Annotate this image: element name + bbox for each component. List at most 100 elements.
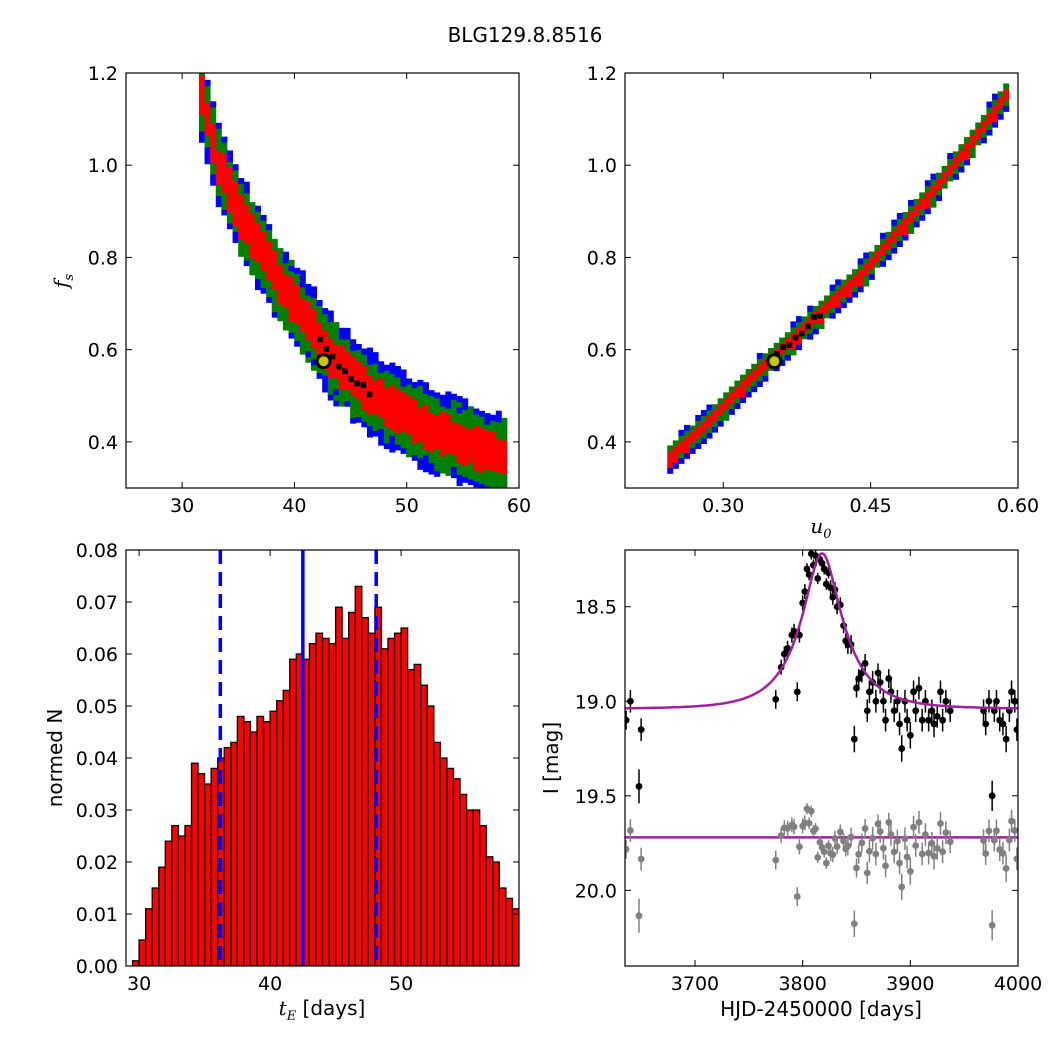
heat-cell bbox=[484, 424, 491, 431]
heat-cell bbox=[344, 333, 351, 340]
heat-cell bbox=[288, 310, 295, 317]
heat-cell bbox=[473, 442, 480, 449]
heat-cell bbox=[450, 404, 457, 411]
heat-cell bbox=[294, 323, 301, 330]
histogram-bar bbox=[361, 616, 369, 966]
heat-cell bbox=[361, 370, 368, 377]
heat-cell bbox=[288, 265, 295, 272]
heat-cell bbox=[896, 218, 903, 225]
residual-point bbox=[812, 825, 819, 833]
heat-cell bbox=[672, 440, 679, 447]
heat-cell bbox=[484, 418, 491, 425]
heat-cell bbox=[824, 301, 831, 308]
heat-cell bbox=[406, 395, 413, 402]
heat-cell bbox=[964, 142, 971, 149]
data-point bbox=[937, 688, 944, 696]
heat-cell bbox=[930, 184, 937, 191]
heat-cell bbox=[215, 150, 222, 157]
heat-cell bbox=[210, 151, 217, 158]
heat-cell bbox=[896, 224, 903, 231]
heat-cell bbox=[678, 446, 685, 453]
heat-cell bbox=[204, 79, 211, 86]
heat-cell bbox=[975, 133, 982, 140]
y-tick-label: 1.0 bbox=[587, 155, 617, 177]
heat-cell bbox=[260, 214, 267, 221]
y-tick-label: 20.0 bbox=[575, 880, 617, 902]
residual-point bbox=[1005, 836, 1013, 844]
data-point bbox=[790, 627, 798, 635]
heat-cell bbox=[232, 169, 239, 176]
heat-cell bbox=[473, 436, 480, 443]
heat-cell bbox=[439, 439, 446, 446]
heat-cell bbox=[740, 380, 747, 387]
panel-tE-fs: 30 40 50 60 0.4 0.6 0.8 1.0 1.2 fs bbox=[49, 63, 531, 517]
heat-cell bbox=[706, 426, 713, 433]
data-point bbox=[896, 720, 903, 728]
heat-cell bbox=[232, 214, 239, 221]
heat-cell bbox=[417, 441, 424, 448]
heat-cell bbox=[801, 333, 808, 340]
histogram-bar bbox=[151, 887, 160, 966]
heat-cell bbox=[266, 235, 273, 242]
heat-cell bbox=[434, 459, 441, 466]
heat-cell bbox=[852, 291, 859, 298]
heat-cell bbox=[445, 413, 452, 420]
heat-cell bbox=[288, 298, 295, 305]
heat-cell bbox=[445, 419, 452, 426]
heat-cell bbox=[254, 261, 261, 268]
heat-cell bbox=[394, 394, 401, 401]
heat-cell bbox=[958, 144, 965, 151]
heat-cell bbox=[378, 378, 385, 385]
x-axis-label: HJD-2450000 [days] bbox=[720, 997, 922, 1021]
heat-cell bbox=[706, 432, 713, 439]
heat-cell bbox=[762, 364, 769, 371]
heat-cell bbox=[372, 396, 379, 403]
heat-cell bbox=[372, 380, 379, 387]
core-cell bbox=[811, 314, 817, 321]
heat-cell bbox=[467, 451, 474, 458]
heat-cell bbox=[383, 426, 390, 433]
heat-cell bbox=[238, 206, 245, 213]
heat-cell bbox=[490, 453, 497, 460]
heat-cell bbox=[282, 285, 289, 292]
heat-cell bbox=[695, 420, 702, 427]
heat-cell bbox=[277, 298, 284, 305]
histogram-bar bbox=[558, 961, 565, 966]
heat-cell bbox=[428, 462, 435, 469]
heat-cell bbox=[969, 129, 976, 136]
heat-cell bbox=[880, 249, 887, 256]
heat-cell bbox=[880, 232, 887, 239]
heat-cell bbox=[495, 433, 502, 440]
heat-cell bbox=[484, 429, 491, 436]
heat-cell bbox=[316, 300, 323, 307]
heat-cell bbox=[400, 408, 407, 415]
heat-cell bbox=[400, 386, 407, 393]
y-tick-label: 0.6 bbox=[88, 340, 118, 362]
heat-cell bbox=[389, 418, 396, 425]
heat-cell bbox=[221, 209, 228, 216]
heat-cell bbox=[456, 418, 463, 425]
panel-lightcurve: 3700 3800 3900 4000 18.5 19.0 19.5 20.0 HJD-2450… bbox=[539, 549, 1042, 1021]
data-point bbox=[882, 716, 889, 724]
heat-cell bbox=[210, 168, 217, 175]
histogram-bar bbox=[400, 627, 409, 966]
heat-cell bbox=[322, 369, 329, 376]
heat-cell bbox=[294, 301, 301, 308]
heat-cell bbox=[338, 394, 345, 401]
heat-cell bbox=[277, 304, 284, 311]
residual-point bbox=[993, 827, 1000, 835]
heat-cell bbox=[210, 106, 217, 113]
y-tick-label: 0.05 bbox=[76, 696, 118, 718]
core-cell bbox=[805, 323, 811, 330]
heat-cell bbox=[400, 425, 407, 432]
heat-cell bbox=[226, 206, 233, 213]
x-tick-label: 3900 bbox=[886, 973, 934, 995]
heat-cell bbox=[310, 347, 317, 354]
heat-cell bbox=[355, 349, 362, 356]
heat-cell bbox=[266, 246, 273, 253]
heat-cell bbox=[266, 268, 273, 275]
heat-cell bbox=[667, 462, 674, 469]
heat-cell bbox=[406, 389, 413, 396]
heat-cell bbox=[232, 231, 239, 238]
residual-point bbox=[858, 839, 866, 847]
